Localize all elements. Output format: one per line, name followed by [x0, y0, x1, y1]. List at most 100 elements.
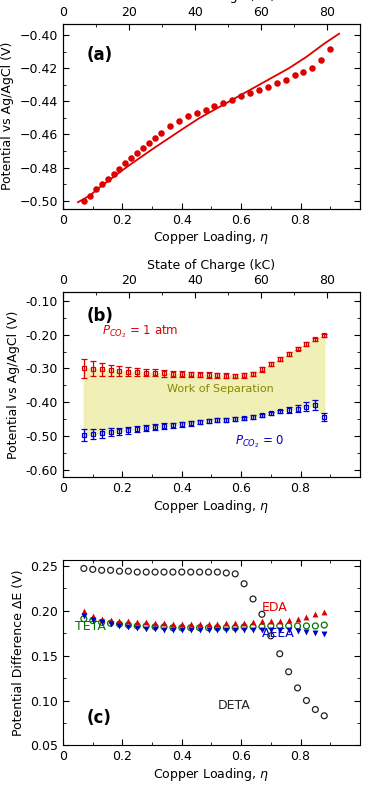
Point — [277, 624, 283, 637]
Point — [197, 622, 203, 634]
Point — [223, 622, 229, 634]
Point — [125, 619, 131, 631]
Point — [312, 608, 318, 621]
Point — [321, 628, 327, 641]
Point — [197, 624, 203, 637]
Point — [309, 62, 315, 75]
Point — [250, 616, 256, 629]
Point — [232, 624, 238, 637]
Point — [295, 682, 301, 695]
Text: $P_{CO_2}$ = 0: $P_{CO_2}$ = 0 — [235, 434, 285, 450]
Point — [292, 69, 298, 82]
Point — [108, 618, 114, 630]
Point — [303, 626, 309, 638]
Point — [321, 619, 327, 631]
Point — [81, 604, 87, 617]
Point — [93, 182, 99, 195]
Point — [312, 703, 318, 716]
Point — [128, 151, 134, 164]
Point — [122, 156, 128, 169]
Point — [81, 610, 87, 623]
Point — [214, 618, 220, 630]
Point — [143, 565, 149, 578]
Point — [152, 620, 158, 633]
Point — [268, 619, 274, 632]
Point — [188, 622, 194, 634]
Text: $P_{CO_2}$ = 1 atm: $P_{CO_2}$ = 1 atm — [102, 324, 178, 340]
X-axis label: Copper Loading, $\eta$: Copper Loading, $\eta$ — [154, 229, 269, 247]
Point — [90, 563, 96, 576]
Point — [265, 80, 271, 93]
Point — [170, 565, 176, 578]
Point — [170, 623, 176, 636]
Point — [241, 617, 247, 630]
Point — [99, 616, 105, 629]
Point — [143, 623, 149, 635]
Point — [90, 610, 96, 623]
Point — [161, 620, 167, 633]
Point — [197, 565, 203, 578]
Point — [223, 567, 229, 580]
Point — [179, 565, 185, 578]
Point — [318, 54, 324, 67]
Point — [87, 190, 93, 202]
Point — [277, 615, 283, 627]
Point — [188, 624, 194, 637]
Text: (a): (a) — [87, 46, 113, 64]
Point — [143, 619, 149, 632]
Point — [295, 612, 301, 625]
Point — [167, 120, 173, 132]
Point — [232, 568, 238, 580]
Point — [179, 622, 185, 634]
Text: Work of Separation: Work of Separation — [167, 385, 274, 394]
X-axis label: State of Charge (kC): State of Charge (kC) — [147, 259, 276, 272]
Point — [277, 647, 283, 660]
Point — [301, 65, 306, 78]
Point — [111, 168, 116, 181]
Point — [161, 617, 167, 630]
Point — [81, 194, 87, 207]
Point — [274, 77, 280, 90]
Point — [250, 624, 256, 637]
Point — [170, 622, 176, 634]
Point — [134, 619, 140, 632]
X-axis label: State of Charge (kC): State of Charge (kC) — [147, 0, 276, 3]
Point — [152, 132, 158, 144]
Point — [268, 630, 274, 642]
Point — [125, 565, 131, 577]
Point — [161, 623, 167, 636]
Point — [197, 618, 203, 630]
Point — [206, 565, 211, 578]
Point — [134, 146, 140, 159]
Point — [116, 565, 122, 577]
X-axis label: Copper Loading, $\eta$: Copper Loading, $\eta$ — [154, 766, 269, 783]
Y-axis label: Potential vs Ag/AgCl (V): Potential vs Ag/AgCl (V) — [7, 310, 20, 459]
Point — [116, 615, 122, 627]
Point — [247, 87, 253, 100]
Point — [238, 90, 244, 103]
Text: TETA: TETA — [75, 620, 106, 634]
Point — [303, 611, 309, 623]
Point — [232, 617, 238, 630]
Point — [152, 617, 158, 630]
Point — [99, 612, 105, 625]
Point — [295, 625, 301, 638]
Point — [90, 613, 96, 626]
Point — [277, 619, 283, 632]
Text: AEEA: AEEA — [262, 626, 295, 640]
Point — [170, 618, 176, 630]
Point — [241, 577, 247, 590]
Point — [223, 624, 229, 637]
Point — [99, 178, 105, 190]
Point — [327, 42, 333, 55]
Point — [250, 592, 256, 605]
Point — [146, 136, 152, 149]
Point — [116, 619, 122, 632]
Point — [286, 624, 292, 637]
Point — [90, 615, 96, 627]
Point — [259, 624, 265, 637]
Point — [321, 710, 327, 722]
Point — [295, 619, 301, 632]
Point — [134, 616, 140, 629]
Point — [286, 665, 292, 678]
